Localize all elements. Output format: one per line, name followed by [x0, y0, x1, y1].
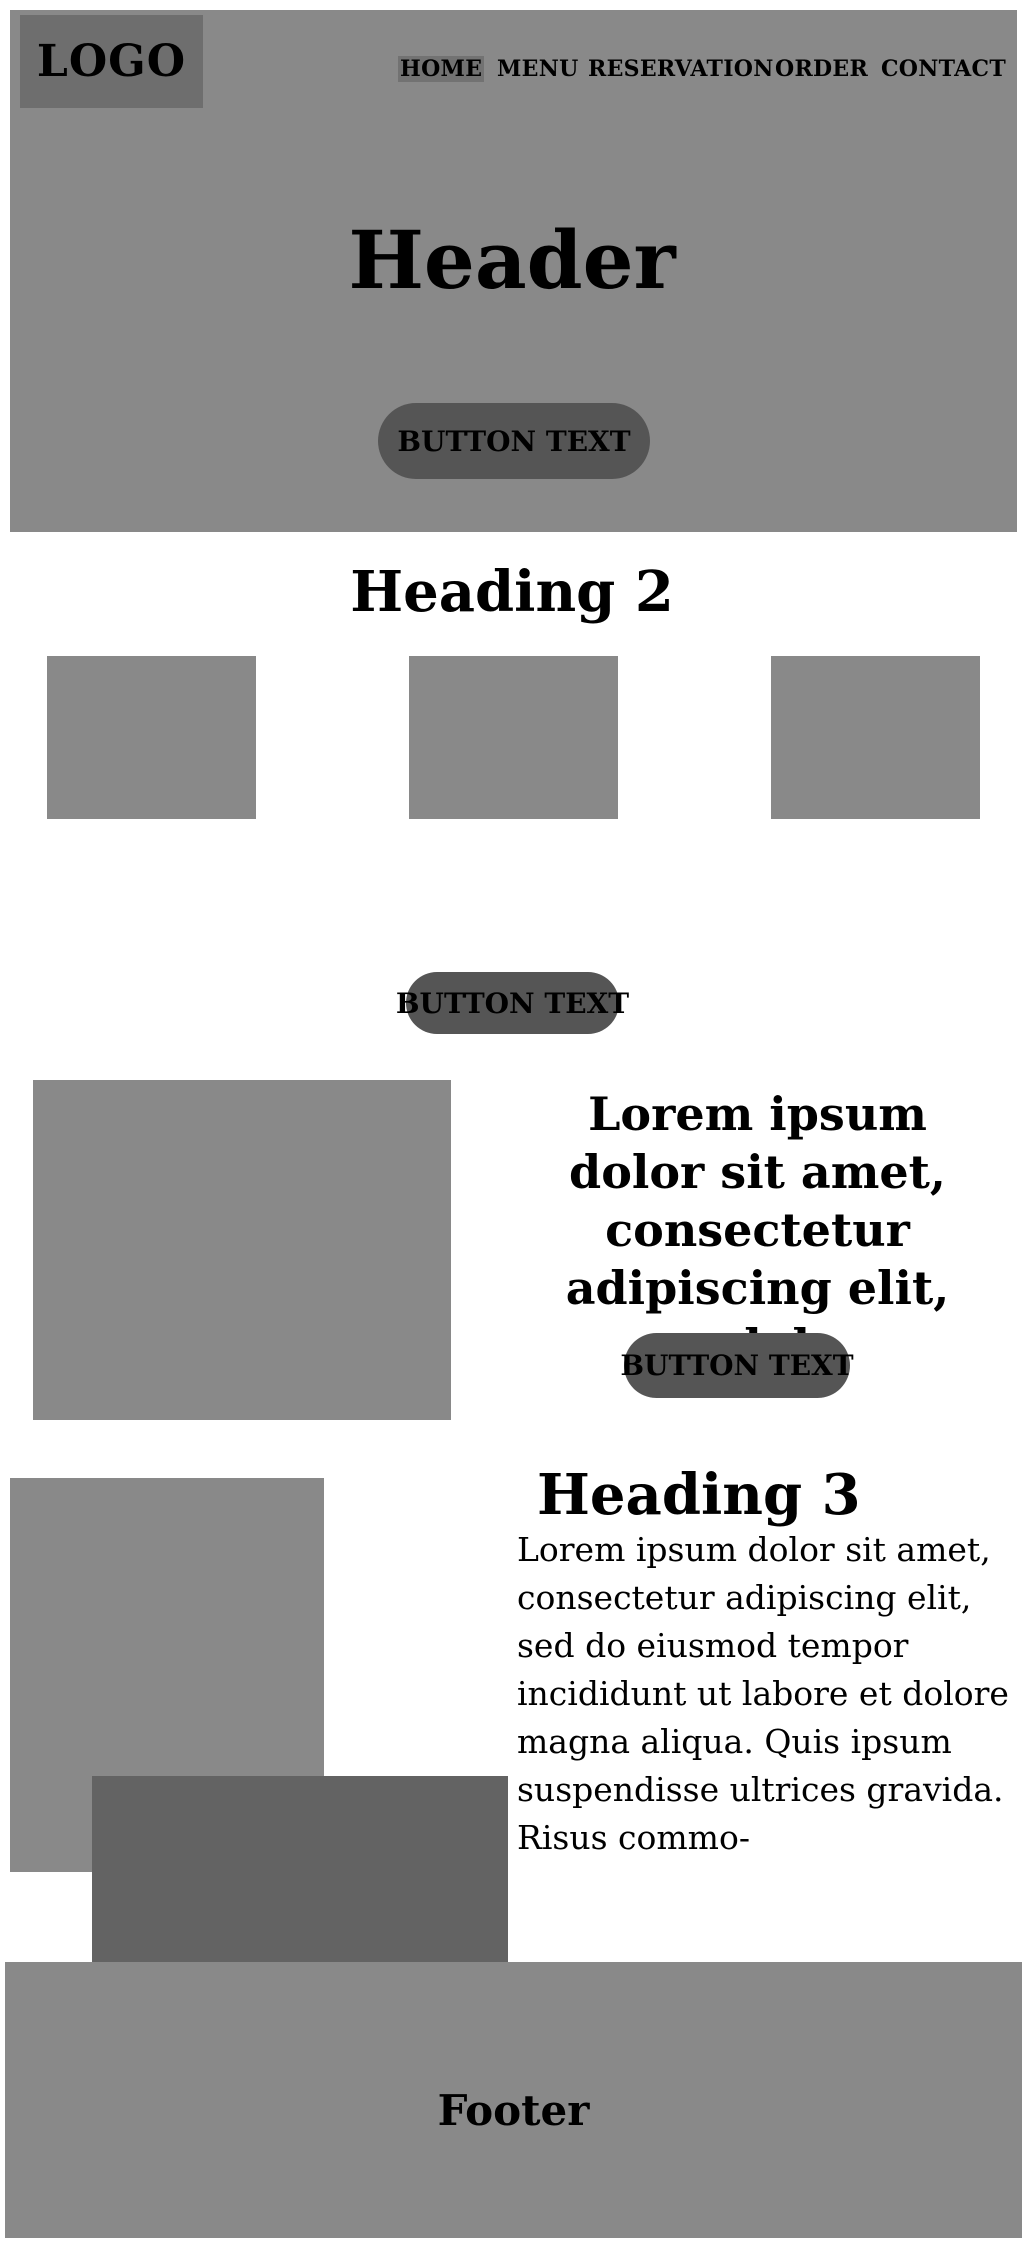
section2-button[interactable]: BUTTON TEXT — [396, 972, 629, 1034]
nav-item-contact[interactable]: CONTACT — [881, 56, 1007, 82]
footer: Footer — [5, 1962, 1022, 2238]
image-placeholder-2 — [409, 656, 618, 819]
main-nav: HOME MENU RESERVATION ORDER CONTACT — [0, 50, 1024, 88]
section3-body-text: Lorem ipsum dolor sit amet, consectetur … — [517, 1530, 1009, 1857]
image-placeholder-3 — [771, 656, 980, 819]
section-heading-3: Heading 3 — [537, 1462, 861, 1528]
section-heading-2: Heading 2 — [350, 559, 674, 625]
logo-text: LOGO — [36, 36, 187, 87]
logo[interactable]: LOGO — [20, 15, 203, 108]
nav-item-menu[interactable]: MENU — [497, 56, 579, 82]
footer-text: Footer — [437, 2085, 590, 2135]
feature-button[interactable]: BUTTON TEXT — [620, 1333, 854, 1398]
hero-button[interactable]: BUTTON TEXT — [378, 403, 650, 479]
nav-item-home[interactable]: HOME — [398, 56, 485, 82]
feature-image-placeholder — [33, 1080, 451, 1420]
page-title: Header — [348, 213, 676, 307]
feature-text: Lorem ipsum dolor sit amet, consectetur … — [565, 1087, 950, 1373]
nav-item-reservation[interactable]: RESERVATION — [588, 56, 774, 82]
section3-image-front — [92, 1776, 508, 1962]
image-placeholder-1 — [47, 656, 256, 819]
nav-item-order[interactable]: ORDER — [775, 56, 869, 82]
